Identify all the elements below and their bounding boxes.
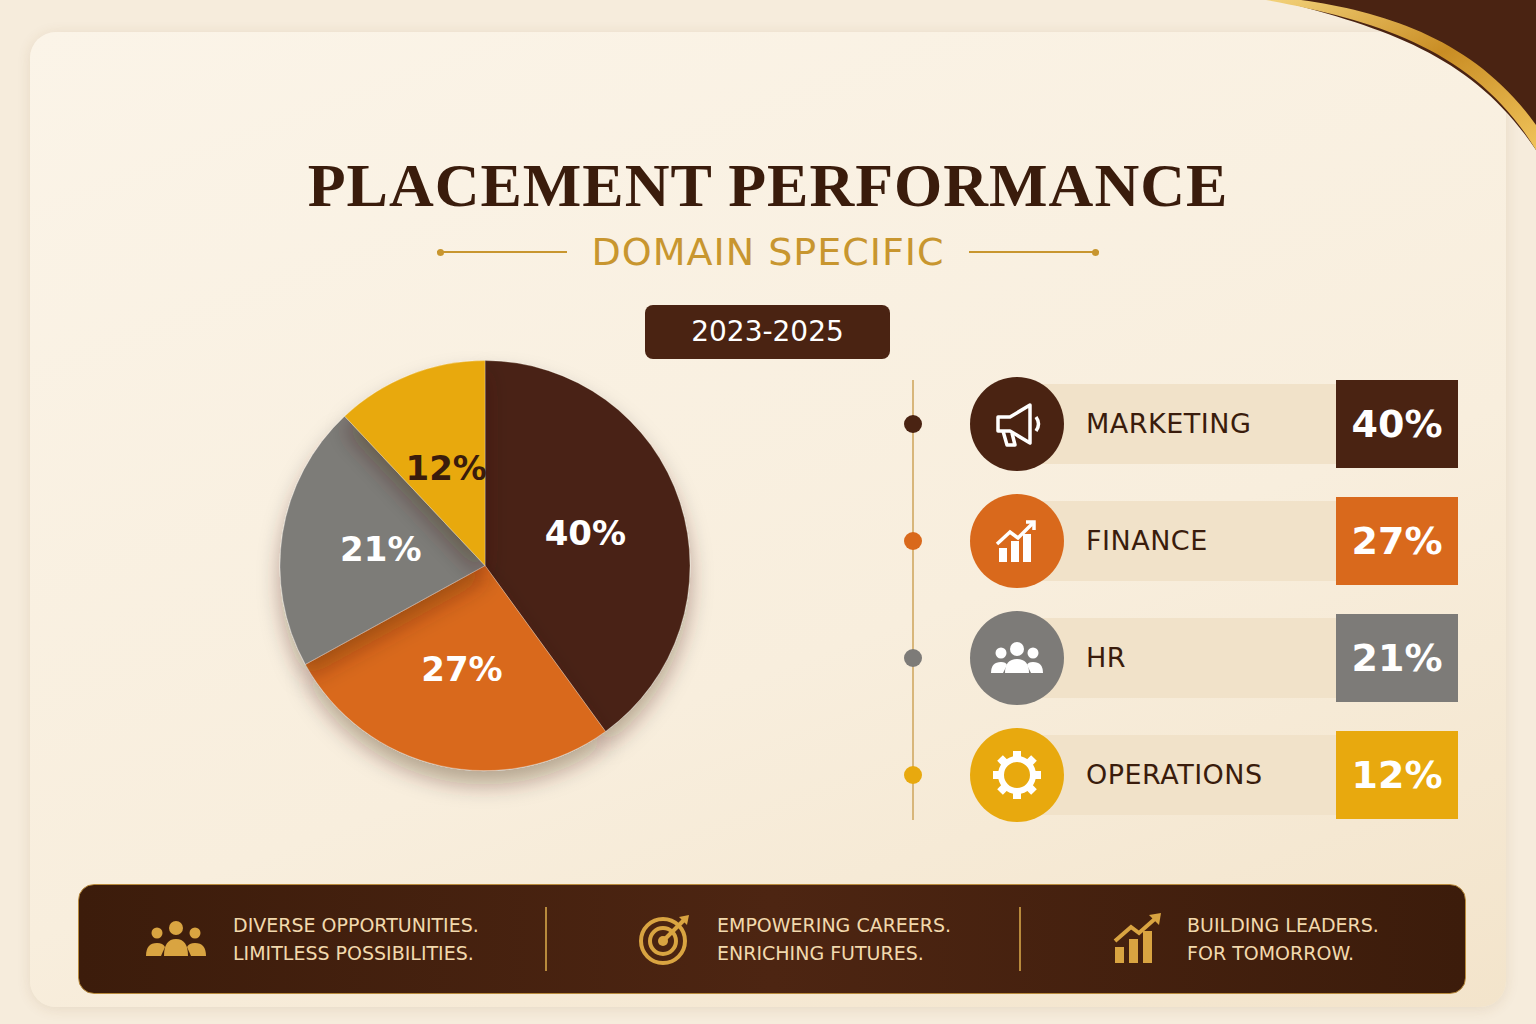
html-text:LIMITLESS POSSIBILITIES.: LIMITLESS POSSIBILITIES. <box>233 942 474 964</box>
html-text:FINANCE: FINANCE <box>1086 525 1208 556</box>
svg-text:21%: 21% <box>340 529 421 569</box>
html-text:BUILDING LEADERS.: BUILDING LEADERS. <box>1187 914 1379 936</box>
svg-text:12%: 12% <box>405 448 486 488</box>
html-text:HR: HR <box>1086 642 1127 673</box>
html-text:DIVERSE OPPORTUNITIES.: DIVERSE OPPORTUNITIES. <box>233 914 479 936</box>
html-text:27%: 27% <box>1351 519 1443 563</box>
svg-text:40%: 40% <box>545 513 626 553</box>
html-text:EMPOWERING CAREERS.: EMPOWERING CAREERS. <box>717 914 952 936</box>
html-text:DOMAIN SPECIFIC: DOMAIN SPECIFIC <box>591 230 945 274</box>
html-text:MARKETING: MARKETING <box>1086 408 1252 439</box>
html-text:ENRICHING FUTURES.: ENRICHING FUTURES. <box>717 942 924 964</box>
svg-text:27%: 27% <box>421 649 502 689</box>
html-text:12%: 12% <box>1351 753 1443 797</box>
html-text:OPERATIONS: OPERATIONS <box>1086 759 1263 790</box>
html-text:21%: 21% <box>1351 636 1443 680</box>
html-text:40%: 40% <box>1351 402 1443 446</box>
html-text:PLACEMENT PERFORMANCE: PLACEMENT PERFORMANCE <box>307 151 1229 219</box>
html-text:FOR TOMORROW.: FOR TOMORROW. <box>1187 942 1354 964</box>
html-text:2023-2025: 2023-2025 <box>691 315 844 348</box>
